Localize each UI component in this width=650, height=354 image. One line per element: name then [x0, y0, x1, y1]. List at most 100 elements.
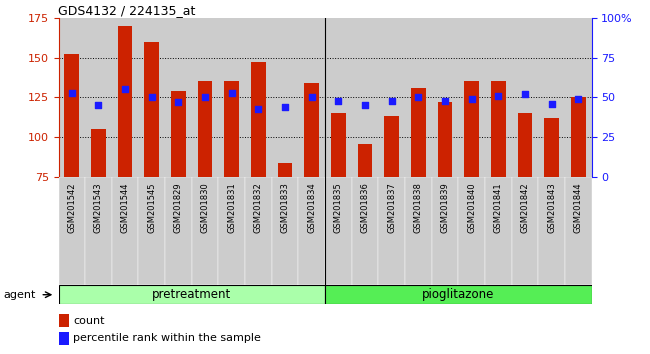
Text: GSM201543: GSM201543 [94, 182, 103, 233]
Point [280, 104, 291, 110]
Bar [458, 18, 485, 177]
Bar [118, 25, 133, 177]
Point [386, 98, 396, 103]
Bar [352, 18, 378, 177]
Bar [411, 88, 426, 177]
Bar [251, 62, 266, 177]
Point [307, 95, 317, 100]
Bar [298, 177, 325, 285]
Bar [112, 18, 138, 177]
Bar [245, 18, 272, 177]
Text: GSM201545: GSM201545 [148, 182, 156, 233]
Text: GSM201838: GSM201838 [414, 182, 422, 233]
Bar [517, 113, 532, 177]
Text: GSM201837: GSM201837 [387, 182, 396, 233]
Bar [218, 18, 245, 177]
Bar [565, 18, 592, 177]
Bar [304, 83, 319, 177]
Bar [85, 177, 112, 285]
Bar [278, 163, 292, 177]
Bar [58, 332, 69, 345]
Bar [192, 18, 218, 177]
Bar [358, 144, 372, 177]
Point [413, 95, 424, 100]
Point [254, 105, 264, 111]
Bar [192, 177, 218, 285]
Bar [571, 97, 586, 177]
Point [547, 101, 557, 107]
Point [573, 96, 584, 102]
Bar [384, 116, 399, 177]
Point [439, 98, 450, 103]
Text: GDS4132 / 224135_at: GDS4132 / 224135_at [58, 4, 196, 17]
Bar [138, 177, 165, 285]
Bar [224, 81, 239, 177]
Bar [138, 18, 165, 177]
Bar [144, 41, 159, 177]
Bar [565, 177, 592, 285]
Bar [198, 81, 213, 177]
Bar [325, 18, 352, 177]
Point [173, 99, 184, 105]
Point [94, 103, 104, 108]
Bar [432, 177, 458, 285]
Bar [58, 18, 85, 177]
Point [67, 90, 77, 95]
Point [147, 95, 157, 100]
Text: GSM201835: GSM201835 [334, 182, 343, 233]
Text: agent: agent [3, 290, 36, 300]
Point [200, 95, 211, 100]
Text: count: count [73, 316, 105, 326]
Point [520, 91, 530, 97]
Text: GSM201839: GSM201839 [441, 182, 449, 233]
Point [493, 93, 504, 98]
Bar [165, 18, 192, 177]
Text: GSM201843: GSM201843 [547, 182, 556, 233]
Point [120, 86, 130, 92]
Bar [485, 177, 512, 285]
Text: GSM201544: GSM201544 [121, 182, 129, 233]
Bar [325, 285, 592, 304]
Point [333, 98, 343, 103]
Bar [538, 177, 565, 285]
Point [467, 96, 477, 102]
Text: GSM201840: GSM201840 [467, 182, 476, 233]
Text: GSM201834: GSM201834 [307, 182, 316, 233]
Bar [512, 177, 538, 285]
Text: GSM201833: GSM201833 [281, 182, 289, 233]
Text: GSM201829: GSM201829 [174, 182, 183, 233]
Bar [352, 177, 378, 285]
Text: GSM201836: GSM201836 [361, 182, 369, 233]
Point [360, 103, 370, 108]
Text: pretreatment: pretreatment [152, 288, 231, 301]
Text: GSM201832: GSM201832 [254, 182, 263, 233]
Bar [165, 177, 192, 285]
Bar [464, 81, 479, 177]
Bar [458, 177, 485, 285]
Bar [538, 18, 565, 177]
Bar [58, 285, 325, 304]
Text: GSM201844: GSM201844 [574, 182, 582, 233]
Bar [405, 177, 432, 285]
Bar [218, 177, 245, 285]
Text: GSM201542: GSM201542 [68, 182, 76, 233]
Bar [512, 18, 538, 177]
Bar [112, 177, 138, 285]
Text: GSM201841: GSM201841 [494, 182, 502, 233]
Bar [544, 118, 559, 177]
Bar [405, 18, 432, 177]
Text: GSM201842: GSM201842 [521, 182, 529, 233]
Bar [331, 113, 346, 177]
Bar [378, 18, 405, 177]
Text: percentile rank within the sample: percentile rank within the sample [73, 333, 261, 343]
Bar [64, 54, 79, 177]
Bar [58, 314, 69, 327]
Bar [272, 18, 298, 177]
Text: GSM201830: GSM201830 [201, 182, 209, 233]
Text: pioglitazone: pioglitazone [422, 288, 495, 301]
Bar [485, 18, 512, 177]
Bar [272, 177, 298, 285]
Bar [298, 18, 325, 177]
Bar [58, 177, 85, 285]
Bar [245, 177, 272, 285]
